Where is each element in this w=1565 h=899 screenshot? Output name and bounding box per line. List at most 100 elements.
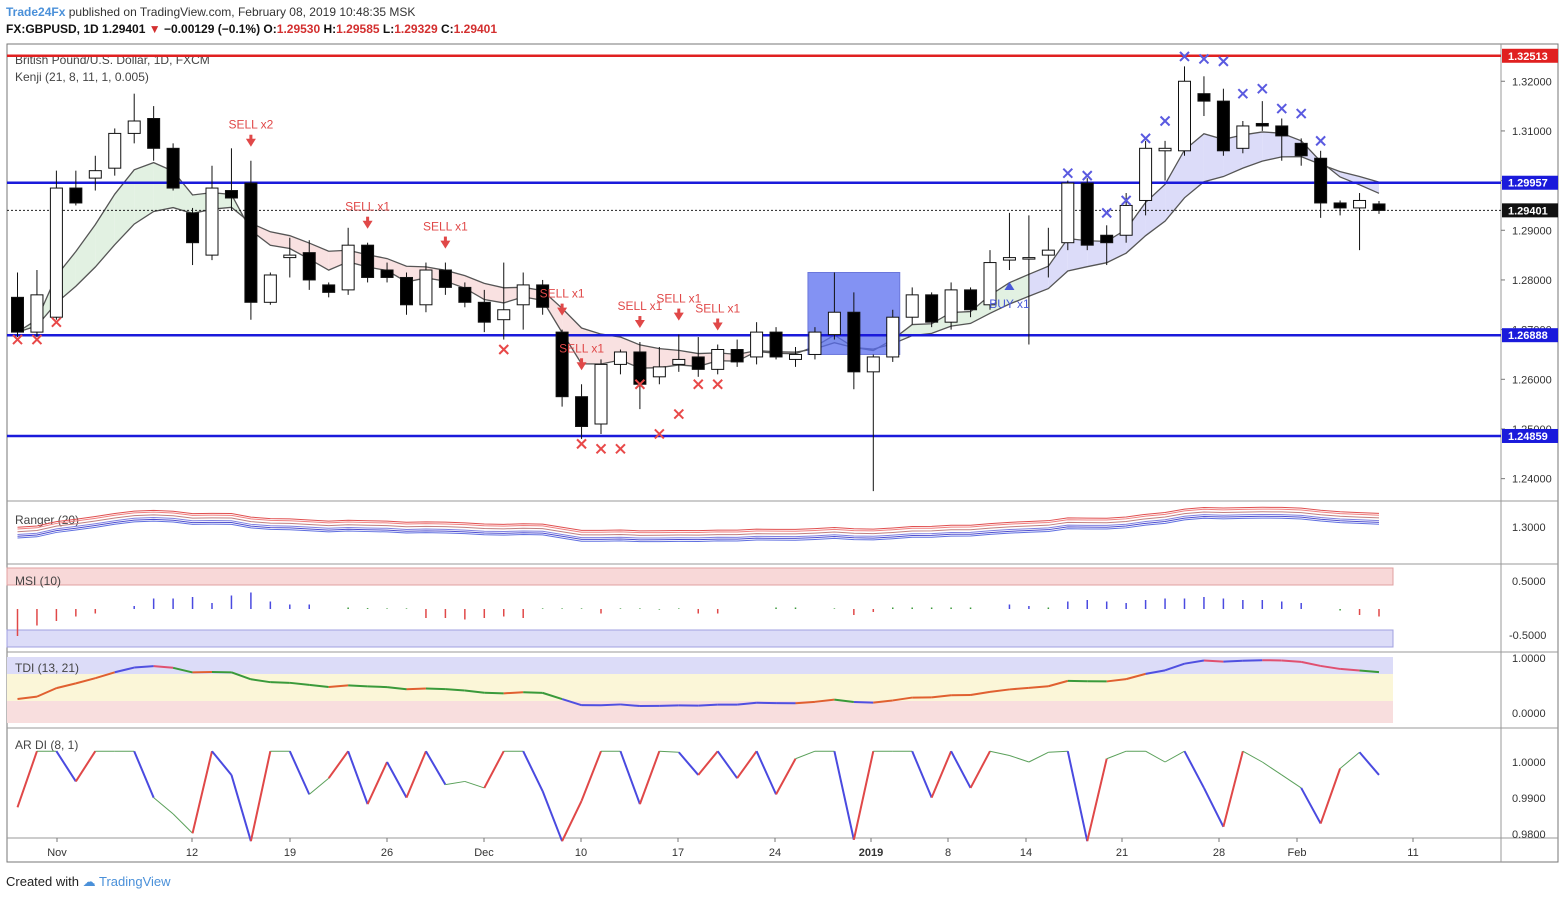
- tdi-line-segment: [892, 696, 913, 702]
- kenji-cloud-segment: [484, 283, 504, 303]
- candle: [1353, 193, 1367, 251]
- candle: [711, 344, 725, 375]
- candle-body: [1236, 125, 1250, 149]
- ardi-line-segment: [969, 750, 991, 789]
- sell-arrow-stem: [560, 303, 564, 309]
- sell-arrow-stem: [677, 308, 681, 314]
- candle-body: [1275, 125, 1289, 137]
- candle-body: [477, 301, 491, 323]
- publisher-name[interactable]: Trade24Fx: [6, 5, 66, 19]
- ardi-line-segment: [191, 750, 213, 834]
- sell-signal-label: SELL x1: [695, 302, 740, 316]
- tdi-line-segment: [348, 684, 368, 688]
- footer: Created with ☁ TradingView: [6, 874, 171, 890]
- tdi-y-tick: 1.0000: [1512, 653, 1546, 665]
- candle: [263, 272, 277, 305]
- ardi-line-segment: [580, 750, 602, 802]
- ardi-line-segment: [211, 750, 233, 776]
- kenji-cloud-segment: [95, 194, 115, 267]
- tdi-line-segment: [270, 681, 290, 684]
- blue-x-marker-icon: [1120, 195, 1132, 206]
- candle: [186, 207, 200, 266]
- candle: [866, 354, 880, 492]
- tradingview-link[interactable]: TradingView: [99, 874, 171, 889]
- chart-frame: [6, 43, 1559, 863]
- tdi-line-segment: [853, 700, 874, 704]
- ardi-line-segment: [1242, 750, 1263, 763]
- candle-body: [30, 294, 44, 333]
- candle-body: [11, 296, 24, 333]
- publish-info: Trade24Fx published on TradingView.com, …: [6, 5, 415, 19]
- candle-body: [964, 289, 978, 311]
- ardi-y-tick: 0.9900: [1512, 793, 1546, 805]
- candle: [575, 384, 589, 439]
- tdi-line-segment: [931, 694, 952, 699]
- low-label: L:: [382, 22, 395, 36]
- candle-body: [944, 289, 958, 323]
- tdi-line-segment: [1048, 679, 1069, 688]
- candle: [613, 349, 627, 375]
- kenji-cloud-segment: [270, 231, 290, 249]
- blue-x-marker-icon: [1101, 207, 1112, 219]
- sell-arrow-stem: [638, 316, 642, 322]
- candle: [1216, 88, 1230, 156]
- candle: [49, 170, 63, 320]
- candle-body: [224, 190, 238, 199]
- blue-x-marker-icon: [1082, 170, 1093, 181]
- tdi-upper-zone: [7, 657, 1393, 674]
- ardi-line-segment: [16, 750, 38, 808]
- candle-body: [594, 363, 608, 425]
- sell-arrow-stem: [249, 134, 253, 140]
- candle-body: [1158, 147, 1172, 152]
- candle-body: [263, 274, 277, 303]
- ardi-line-segment: [697, 750, 719, 776]
- sell-signal-label: SELL x1: [345, 200, 390, 214]
- ranger-title: Ranger (20): [15, 513, 79, 527]
- candle-body: [127, 120, 141, 134]
- candle: [886, 309, 900, 362]
- tdi-line-segment: [1340, 667, 1360, 672]
- blue-x-marker-icon: [1179, 51, 1190, 62]
- kenji-cloud-segment: [75, 224, 96, 287]
- candle: [847, 292, 861, 390]
- candle: [730, 339, 744, 367]
- candle-body: [808, 331, 822, 355]
- x-tick-label: Dec: [474, 847, 494, 859]
- tdi-line-segment: [445, 688, 465, 692]
- candle-body: [166, 147, 180, 189]
- candle: [555, 329, 569, 407]
- candle: [419, 262, 433, 313]
- tdi-line-segment: [814, 698, 835, 703]
- candle-body: [419, 269, 433, 306]
- kenji-cloud-segment: [1106, 229, 1127, 263]
- tdi-line-segment: [795, 700, 816, 705]
- x-tick-label: 2019: [859, 847, 883, 859]
- blue-x-marker-icon: [1237, 88, 1249, 99]
- candle: [147, 106, 161, 161]
- tdi-line-segment: [698, 703, 718, 707]
- ardi-line-segment: [930, 750, 953, 799]
- tdi-line-segment: [464, 689, 485, 694]
- candle: [302, 240, 316, 290]
- red-x-marker-icon: [634, 379, 646, 390]
- candle: [224, 148, 238, 211]
- level-label: 1.29957: [1508, 178, 1548, 190]
- candle: [1100, 225, 1114, 266]
- sell-signal-label: SELL x2: [228, 118, 273, 132]
- x-tick-label: 28: [1213, 847, 1225, 859]
- x-tick-label: 24: [769, 847, 781, 859]
- sell-arrow-icon: [557, 307, 568, 316]
- candle-body: [925, 294, 939, 323]
- candle-body: [361, 244, 375, 278]
- down-arrow-icon: ▼: [148, 22, 161, 36]
- candle: [244, 160, 258, 320]
- ardi-line-segment: [425, 750, 447, 786]
- tdi-title: TDI (13, 21): [15, 661, 79, 675]
- kenji-cloud-segment: [1028, 266, 1049, 297]
- candle: [1178, 66, 1191, 156]
- sell-signal-label: SELL x1: [656, 292, 701, 306]
- candle-body: [769, 331, 783, 358]
- blue-x-marker-icon: [1159, 115, 1171, 127]
- blue-x-marker-icon: [1140, 133, 1151, 144]
